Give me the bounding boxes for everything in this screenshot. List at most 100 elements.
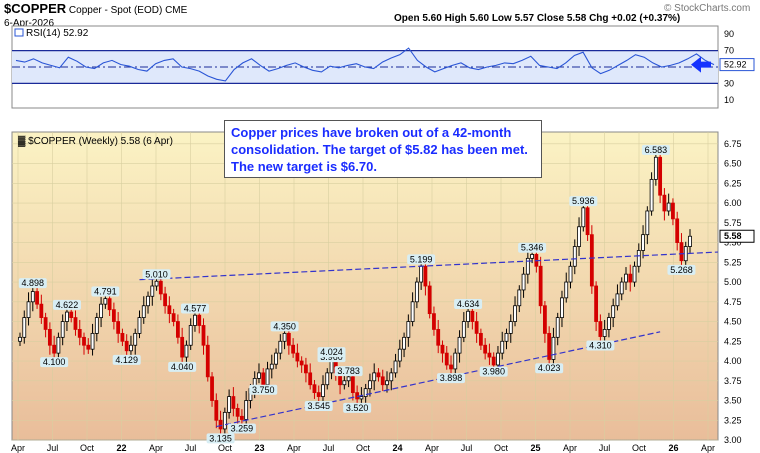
- candle: [402, 336, 406, 350]
- price-tick-label: 5.75: [724, 218, 742, 228]
- candle: [530, 254, 535, 259]
- arrow-icon: [691, 56, 711, 73]
- price-tick-label: 4.75: [724, 297, 742, 307]
- price-tick-label: 6.00: [724, 198, 742, 208]
- candle: [513, 305, 517, 322]
- data-label: 5.268: [670, 265, 693, 275]
- candle: [325, 372, 330, 386]
- x-tick-label: Apr: [287, 443, 301, 453]
- price-tick-label: 5.00: [724, 277, 742, 287]
- candle: [312, 384, 317, 394]
- candle: [376, 372, 381, 378]
- x-tick-label: Apr: [149, 443, 163, 453]
- data-label: 3.898: [440, 373, 463, 383]
- candle: [491, 356, 496, 366]
- price-tick-label: 4.50: [724, 317, 742, 327]
- candle: [26, 301, 31, 318]
- candle: [265, 368, 270, 386]
- symbol: $COPPER: [4, 1, 67, 16]
- last-price-box: [719, 229, 755, 243]
- candle: [461, 321, 466, 338]
- candle: [116, 321, 121, 334]
- data-label-bg: [180, 303, 209, 314]
- candle: [466, 310, 470, 322]
- candle: [577, 226, 581, 247]
- candle: [82, 336, 86, 346]
- candle: [235, 408, 240, 417]
- candle: [43, 317, 48, 330]
- price-tick-label: 4.25: [724, 336, 742, 346]
- x-tick-label: Apr: [701, 443, 715, 453]
- stockcharts-watermark: © StockCharts.com: [664, 3, 751, 14]
- data-label: 4.791: [94, 287, 117, 297]
- candle: [385, 380, 389, 386]
- data-label-bg: [569, 196, 598, 207]
- candle: [107, 298, 112, 311]
- candle: [671, 202, 675, 220]
- candle: [457, 336, 462, 354]
- candle: [380, 376, 385, 386]
- x-tick-label: Apr: [425, 443, 439, 453]
- candle: [158, 280, 163, 295]
- candle: [188, 325, 193, 346]
- candle: [410, 301, 415, 322]
- candle: [427, 285, 432, 315]
- data-label-bg: [407, 254, 436, 265]
- rsi-label: RSI(14) 52.92: [26, 28, 89, 39]
- candle: [628, 273, 633, 283]
- candle: [611, 305, 616, 318]
- candle: [141, 305, 146, 318]
- x-tick-label: Apr: [11, 443, 25, 453]
- candle: [406, 321, 411, 338]
- candle: [210, 376, 214, 401]
- candle: [598, 321, 603, 337]
- candle: [641, 234, 645, 251]
- candle: [624, 273, 628, 283]
- candle: [18, 336, 22, 342]
- x-tick-label: 22: [116, 443, 126, 453]
- candle: [175, 321, 180, 338]
- candle: [180, 336, 185, 358]
- rsi-value-box: [719, 58, 755, 72]
- candle: [423, 265, 428, 287]
- candle: [99, 303, 103, 318]
- data-label-bg: [334, 366, 363, 377]
- candle: [244, 400, 249, 420]
- candle: [73, 317, 78, 330]
- candle: [222, 411, 227, 430]
- x-tick-label: Oct: [218, 443, 233, 453]
- candle: [615, 293, 620, 307]
- candle: [525, 257, 530, 275]
- candle: [474, 321, 479, 334]
- candle: [47, 329, 52, 346]
- candle: [124, 340, 129, 352]
- candle: [69, 311, 74, 318]
- candle: [316, 392, 321, 397]
- candle: [555, 317, 560, 338]
- candle: [321, 384, 325, 397]
- candle: [193, 314, 197, 326]
- candle: [449, 364, 453, 370]
- x-tick-label: 26: [668, 443, 678, 453]
- price-tick-label: 6.75: [724, 139, 742, 149]
- candle: [304, 364, 308, 374]
- candle: [653, 156, 658, 180]
- data-label-bg: [479, 366, 508, 377]
- data-label-bg: [40, 357, 69, 368]
- candle: [440, 344, 445, 354]
- candle: [632, 265, 637, 283]
- data-label: 6.583: [645, 145, 668, 155]
- candle: [585, 207, 590, 236]
- candle: [572, 246, 577, 267]
- data-label: 4.040: [171, 362, 194, 372]
- rsi-tick-label: 30: [724, 78, 734, 88]
- candle: [568, 265, 573, 283]
- data-label-bg: [317, 347, 346, 358]
- candle: [133, 332, 138, 346]
- candle: [389, 372, 394, 382]
- data-label: 3.980: [482, 367, 505, 377]
- data-label-bg: [168, 361, 197, 372]
- data-label-bg: [437, 373, 466, 384]
- candle: [261, 372, 266, 386]
- rsi-tick-label: 70: [724, 46, 734, 56]
